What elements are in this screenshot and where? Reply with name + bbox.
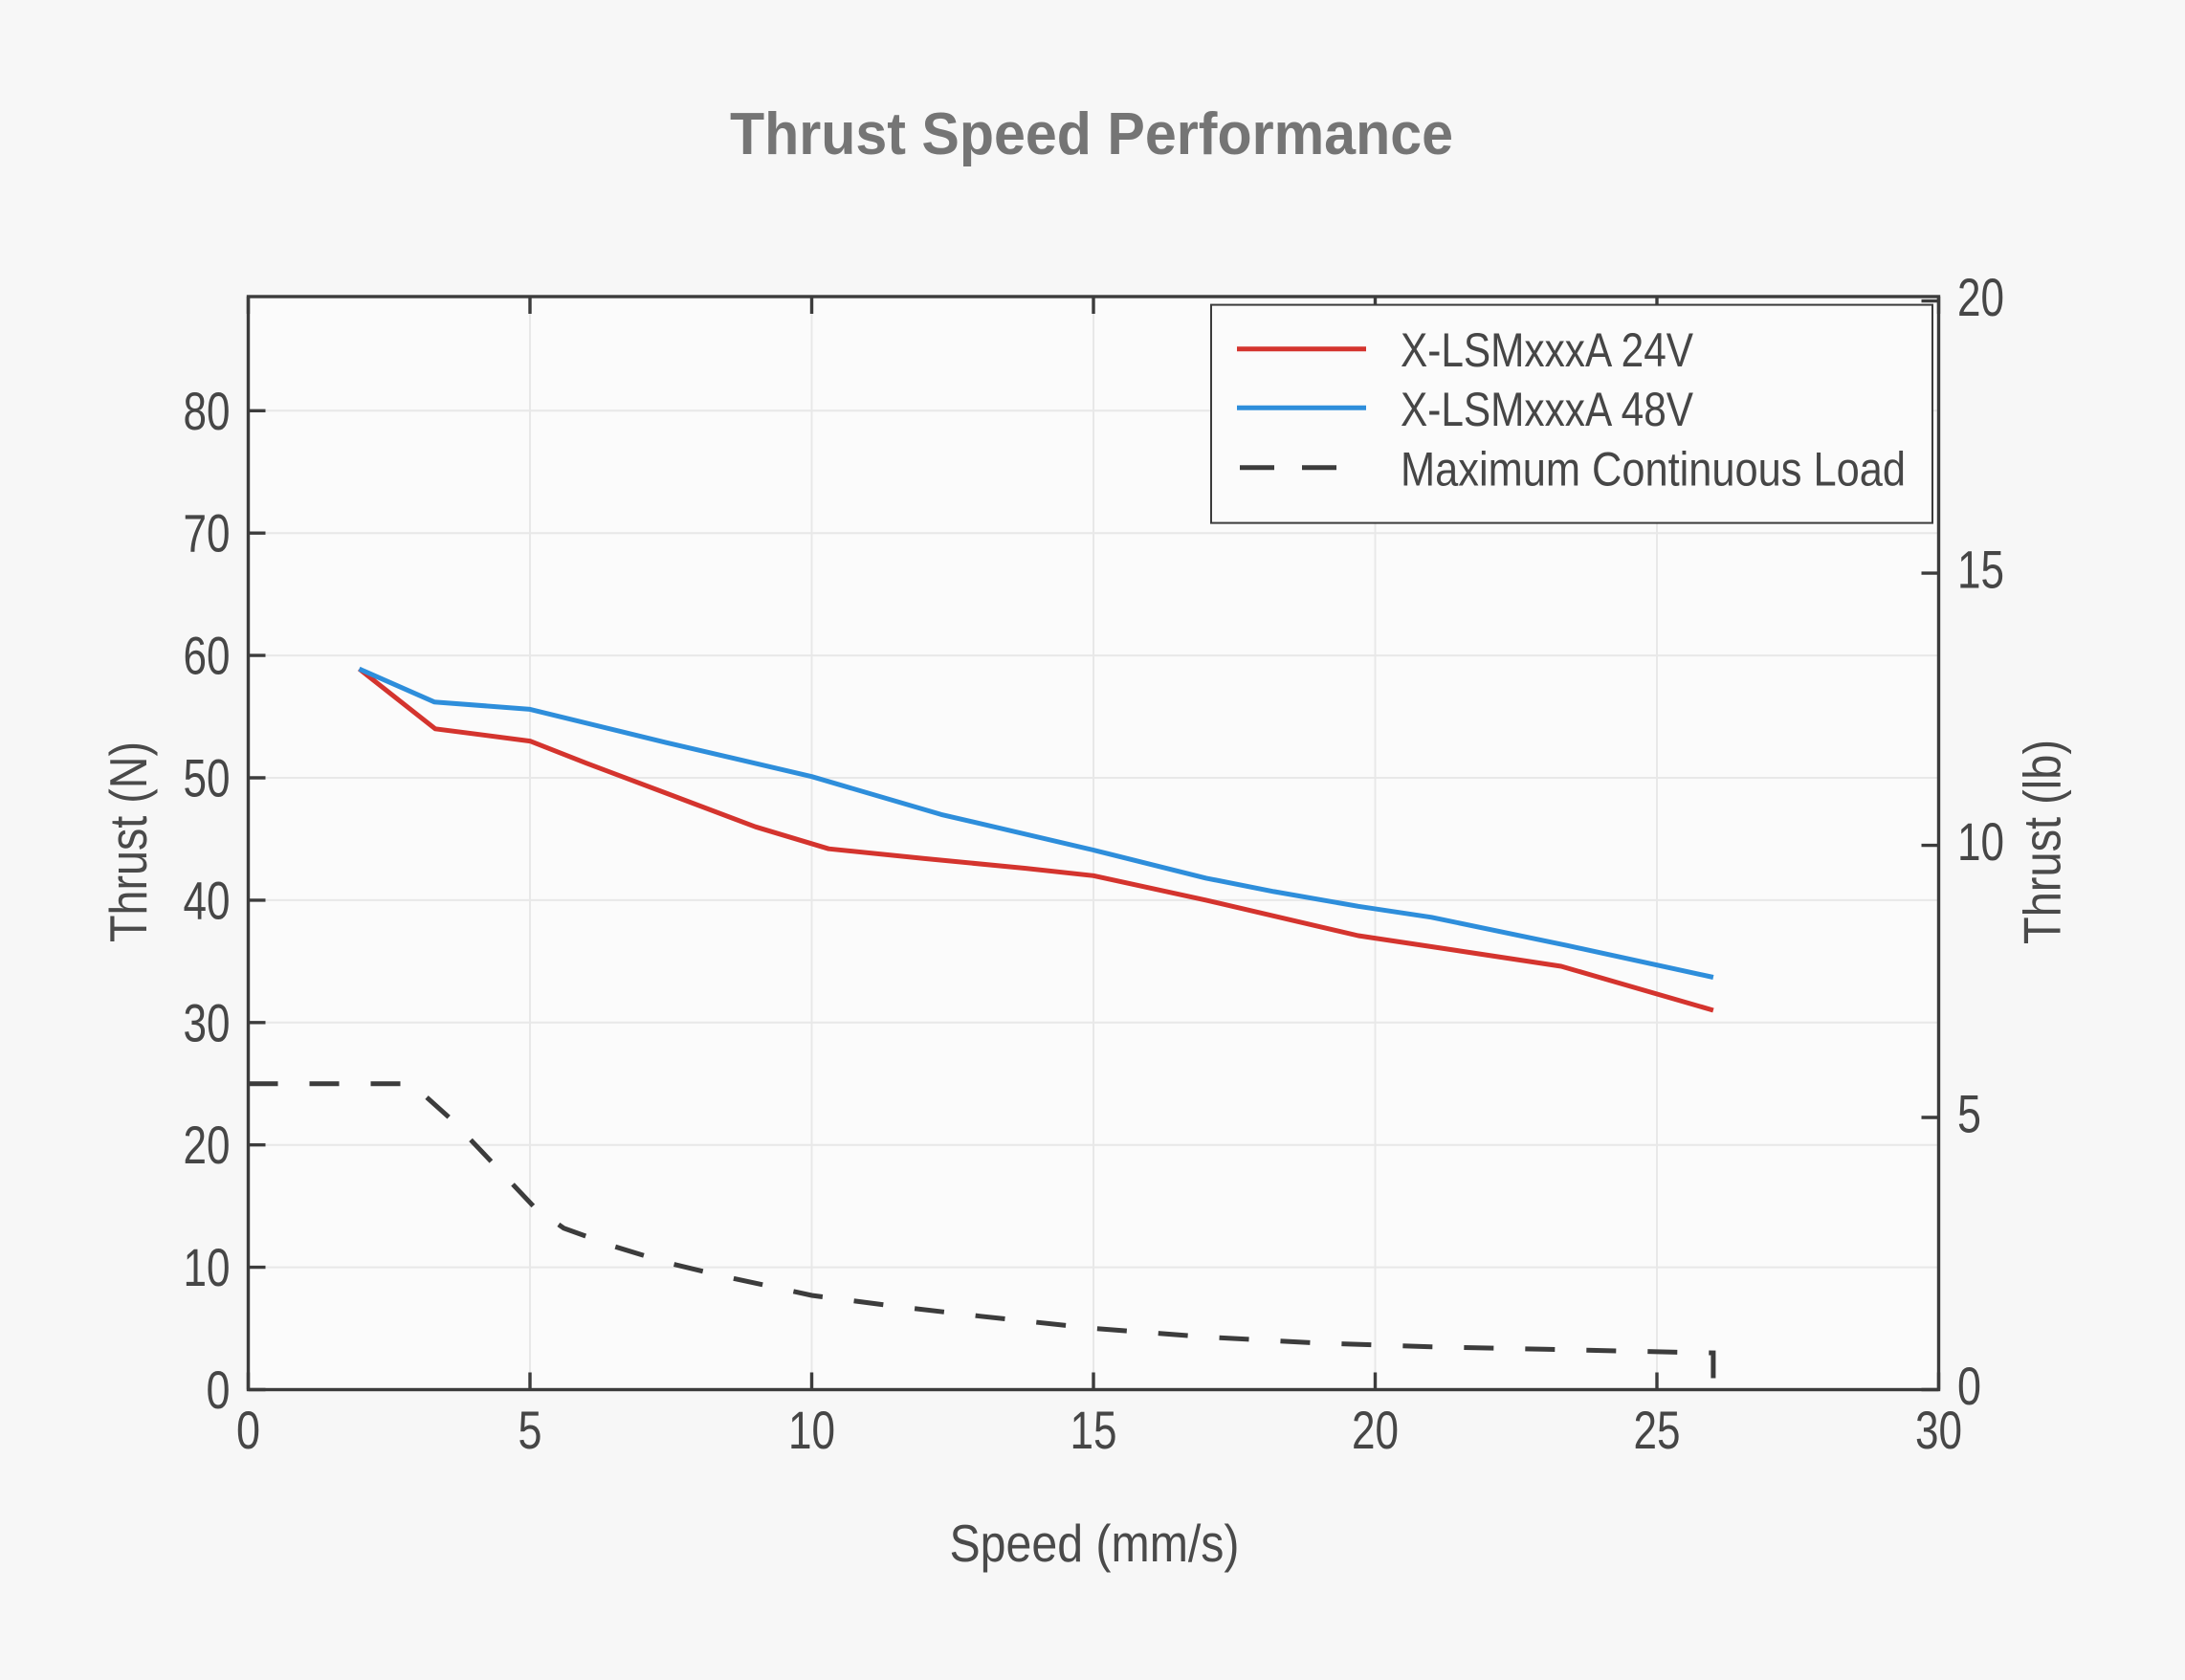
svg-text:10: 10 — [1957, 811, 2004, 872]
svg-text:Maximum Continuous Load: Maximum Continuous Load — [1401, 442, 1906, 496]
svg-text:25: 25 — [1634, 1400, 1681, 1460]
svg-text:Thrust Speed Performance: Thrust Speed Performance — [730, 101, 1453, 167]
svg-text:40: 40 — [184, 870, 231, 930]
svg-text:20: 20 — [1352, 1400, 1399, 1460]
svg-text:70: 70 — [184, 503, 231, 564]
svg-text:0: 0 — [1957, 1356, 1981, 1416]
svg-text:60: 60 — [184, 626, 231, 686]
svg-text:Thrust (N): Thrust (N) — [99, 741, 158, 942]
svg-text:10: 10 — [788, 1400, 835, 1460]
svg-text:20: 20 — [1957, 267, 2004, 327]
svg-text:X-LSMxxxA 48V: X-LSMxxxA 48V — [1401, 383, 1694, 436]
svg-text:15: 15 — [1957, 540, 2004, 600]
svg-text:30: 30 — [1915, 1400, 1962, 1460]
svg-text:5: 5 — [519, 1400, 542, 1460]
svg-text:X-LSMxxxA 24V: X-LSMxxxA 24V — [1401, 323, 1694, 377]
svg-text:50: 50 — [184, 748, 231, 808]
svg-text:80: 80 — [184, 381, 231, 441]
svg-text:15: 15 — [1070, 1400, 1117, 1460]
svg-text:0: 0 — [207, 1359, 231, 1420]
svg-text:0: 0 — [236, 1400, 260, 1460]
svg-text:Speed (mm/s): Speed (mm/s) — [950, 1514, 1240, 1573]
svg-text:5: 5 — [1957, 1084, 1981, 1144]
svg-text:30: 30 — [184, 992, 231, 1052]
svg-text:20: 20 — [184, 1115, 231, 1175]
svg-text:10: 10 — [184, 1237, 231, 1297]
svg-text:Thrust (lb): Thrust (lb) — [2013, 740, 2072, 944]
